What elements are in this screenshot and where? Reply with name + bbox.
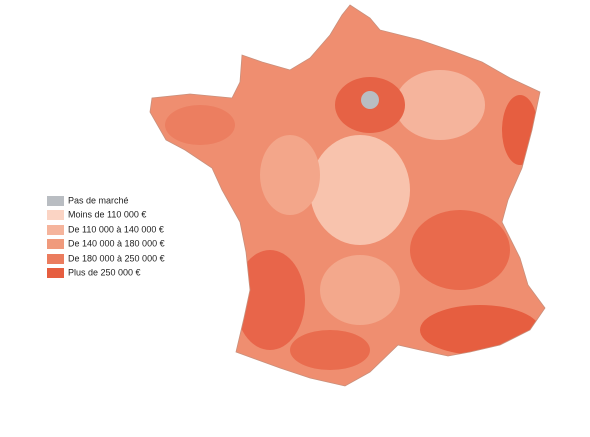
legend-label: Plus de 250 000 €	[68, 267, 141, 277]
region	[290, 330, 370, 370]
legend-swatch	[47, 210, 64, 220]
region	[260, 135, 320, 215]
legend-swatch	[47, 254, 64, 264]
region	[320, 255, 400, 325]
legend-label: De 140 000 à 180 000 €	[68, 238, 165, 248]
legend-label: Moins de 110 000 €	[68, 209, 146, 219]
region	[420, 305, 540, 355]
region	[235, 250, 305, 350]
paris	[361, 91, 379, 109]
region	[410, 210, 510, 290]
legend-swatch	[47, 196, 64, 206]
region	[502, 95, 538, 165]
legend-label: De 110 000 à 140 000 €	[68, 224, 164, 234]
region	[395, 70, 485, 140]
legend: Pas de marché Moins de 110 000 € De 110 00…	[47, 195, 165, 278]
legend-swatch	[47, 268, 64, 278]
map-outline	[149, 4, 546, 387]
region	[310, 135, 410, 245]
region	[165, 105, 235, 145]
legend-swatch	[47, 239, 64, 249]
legend-label: Pas de marché	[68, 195, 129, 205]
map-regions	[150, 5, 545, 386]
legend-swatch	[47, 225, 64, 235]
legend-label: De 180 000 à 250 000 €	[68, 253, 165, 263]
